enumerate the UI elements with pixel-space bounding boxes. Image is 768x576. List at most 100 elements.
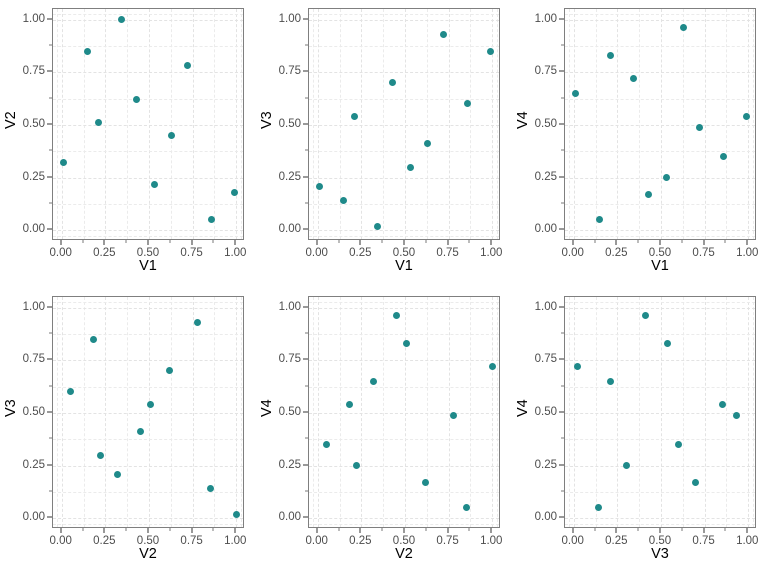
x-tick-label: 0.00 <box>305 247 328 259</box>
gridline-horizontal-major <box>309 413 499 414</box>
y-tick-mark <box>559 464 564 466</box>
x-minor-tick-mark <box>338 240 340 243</box>
x-tick-mark <box>659 240 661 245</box>
y-tick-mark <box>303 411 308 413</box>
y-minor-tick-mark <box>49 385 52 387</box>
plot-panel <box>308 296 500 528</box>
facet-panel-v2-vs-v1: V2 0.00 0.25 0.50 0.75 1.00 0.00 0.25 0.50 0.75 1.… <box>0 0 256 288</box>
gridline-vertical-minor <box>569 297 571 527</box>
x-tick-mark <box>572 240 574 245</box>
y-tick-label: 0.75 <box>278 353 301 366</box>
x-axis-ticks: 0.00 0.25 0.50 0.75 1.00 <box>562 528 758 552</box>
x-minor-tick-mark <box>681 528 683 531</box>
facet-panel-v3-vs-v1: V3 0.00 0.25 0.50 0.75 1.00 0.00 0.25 0.50 0.75 1.… <box>256 0 512 288</box>
data-point <box>114 470 122 478</box>
gridline-horizontal-minor <box>309 386 499 388</box>
x-axis-ticks: 0.00 0.25 0.50 0.75 1.00 <box>562 240 758 264</box>
gridline-vertical-minor <box>127 9 129 239</box>
gridline-horizontal-major <box>309 465 499 467</box>
data-point <box>596 216 604 224</box>
gridline-vertical-minor <box>595 297 597 527</box>
y-axis-ticks: 0.00 0.25 0.50 0.75 1.00 <box>0 288 52 528</box>
x-tick-label: 0.50 <box>648 535 672 547</box>
y-minor-tick-mark <box>561 97 564 99</box>
gridline-vertical-minor <box>383 297 385 527</box>
gridline-vertical-major <box>748 297 750 527</box>
x-tick-mark <box>703 240 705 245</box>
y-tick-label: 0.25 <box>22 170 45 183</box>
gridline-vertical-major <box>573 9 575 239</box>
y-tick-mark <box>47 123 52 125</box>
data-point <box>373 222 381 230</box>
y-minor-tick-mark <box>49 149 52 151</box>
data-point <box>732 411 740 419</box>
y-tick-mark <box>303 358 308 360</box>
gridline-horizontal-minor <box>53 302 243 304</box>
data-point <box>692 479 700 487</box>
data-point <box>66 388 74 396</box>
x-tick-label: 0.00 <box>49 535 72 547</box>
gridline-vertical-major <box>704 9 706 239</box>
y-tick-label: 0.50 <box>22 118 45 130</box>
y-tick-label: 0.00 <box>22 511 45 524</box>
gridline-vertical-minor <box>83 297 85 527</box>
x-tick-label: 0.50 <box>136 247 160 259</box>
plot-panel <box>564 8 756 240</box>
y-tick-label: 0.25 <box>534 170 557 183</box>
x-minor-tick-mark <box>169 528 171 531</box>
y-minor-tick-mark <box>305 490 308 492</box>
gridline-vertical-minor <box>339 297 341 527</box>
gridline-horizontal-minor <box>53 204 243 206</box>
plot-panel <box>52 8 244 240</box>
x-minor-tick-mark <box>425 240 427 243</box>
x-tick-label: 1.00 <box>480 535 503 547</box>
x-axis-ticks: 0.00 0.25 0.50 0.75 1.00 <box>305 240 502 264</box>
data-point <box>641 312 649 320</box>
gridline-horizontal-major <box>565 230 755 232</box>
gridline-vertical-minor <box>240 297 242 527</box>
y-tick-label: 0.75 <box>534 65 557 78</box>
gridline-vertical-minor <box>313 297 315 527</box>
gridline-vertical-minor <box>726 9 728 239</box>
y-tick-mark <box>47 18 52 20</box>
gridline-horizontal-major <box>565 72 755 74</box>
y-axis-ticks: 0.00 0.25 0.50 0.75 1.00 <box>256 0 308 240</box>
gridline-vertical-major <box>192 9 194 239</box>
x-tick-label: 0.75 <box>180 247 203 259</box>
gridline-horizontal-minor <box>53 333 243 335</box>
y-tick-mark <box>559 306 564 308</box>
y-minor-tick-mark <box>305 437 308 439</box>
plot-panel <box>52 296 244 528</box>
gridline-horizontal-minor <box>53 235 243 237</box>
x-tick-mark <box>359 240 361 245</box>
x-tick-mark <box>60 240 62 245</box>
y-tick-mark <box>559 228 564 230</box>
x-minor-tick-mark <box>681 240 683 243</box>
gridline-horizontal-minor <box>53 523 243 525</box>
y-minor-tick-mark <box>305 332 308 334</box>
x-minor-tick-mark <box>338 528 340 531</box>
data-point <box>59 159 67 167</box>
y-minor-tick-mark <box>305 202 308 204</box>
data-point <box>96 451 104 459</box>
y-tick-label: 0.25 <box>22 458 45 471</box>
gridline-horizontal-minor <box>565 151 755 153</box>
plot-panel <box>308 8 500 240</box>
x-tick-label: 0.25 <box>349 247 372 259</box>
data-point <box>150 180 158 188</box>
gridline-horizontal-major <box>53 413 243 414</box>
gridline-horizontal-minor <box>53 439 243 441</box>
x-axis-title: V1 <box>651 258 669 274</box>
gridline-vertical-major <box>704 297 706 527</box>
data-point <box>450 411 458 419</box>
y-tick-mark <box>303 18 308 20</box>
data-point <box>232 510 240 518</box>
gridline-horizontal-minor <box>309 98 499 100</box>
gridline-horizontal-minor <box>565 386 755 388</box>
data-point <box>403 339 411 347</box>
y-tick-label: 0.50 <box>278 406 301 418</box>
gridline-horizontal-major <box>565 307 755 309</box>
gridline-vertical-minor <box>496 9 498 239</box>
facet-panel-v3-vs-v2: V3 0.00 0.25 0.50 0.75 1.00 0.00 0.25 0.50 0.75 1.… <box>0 288 256 576</box>
data-point <box>422 479 430 487</box>
